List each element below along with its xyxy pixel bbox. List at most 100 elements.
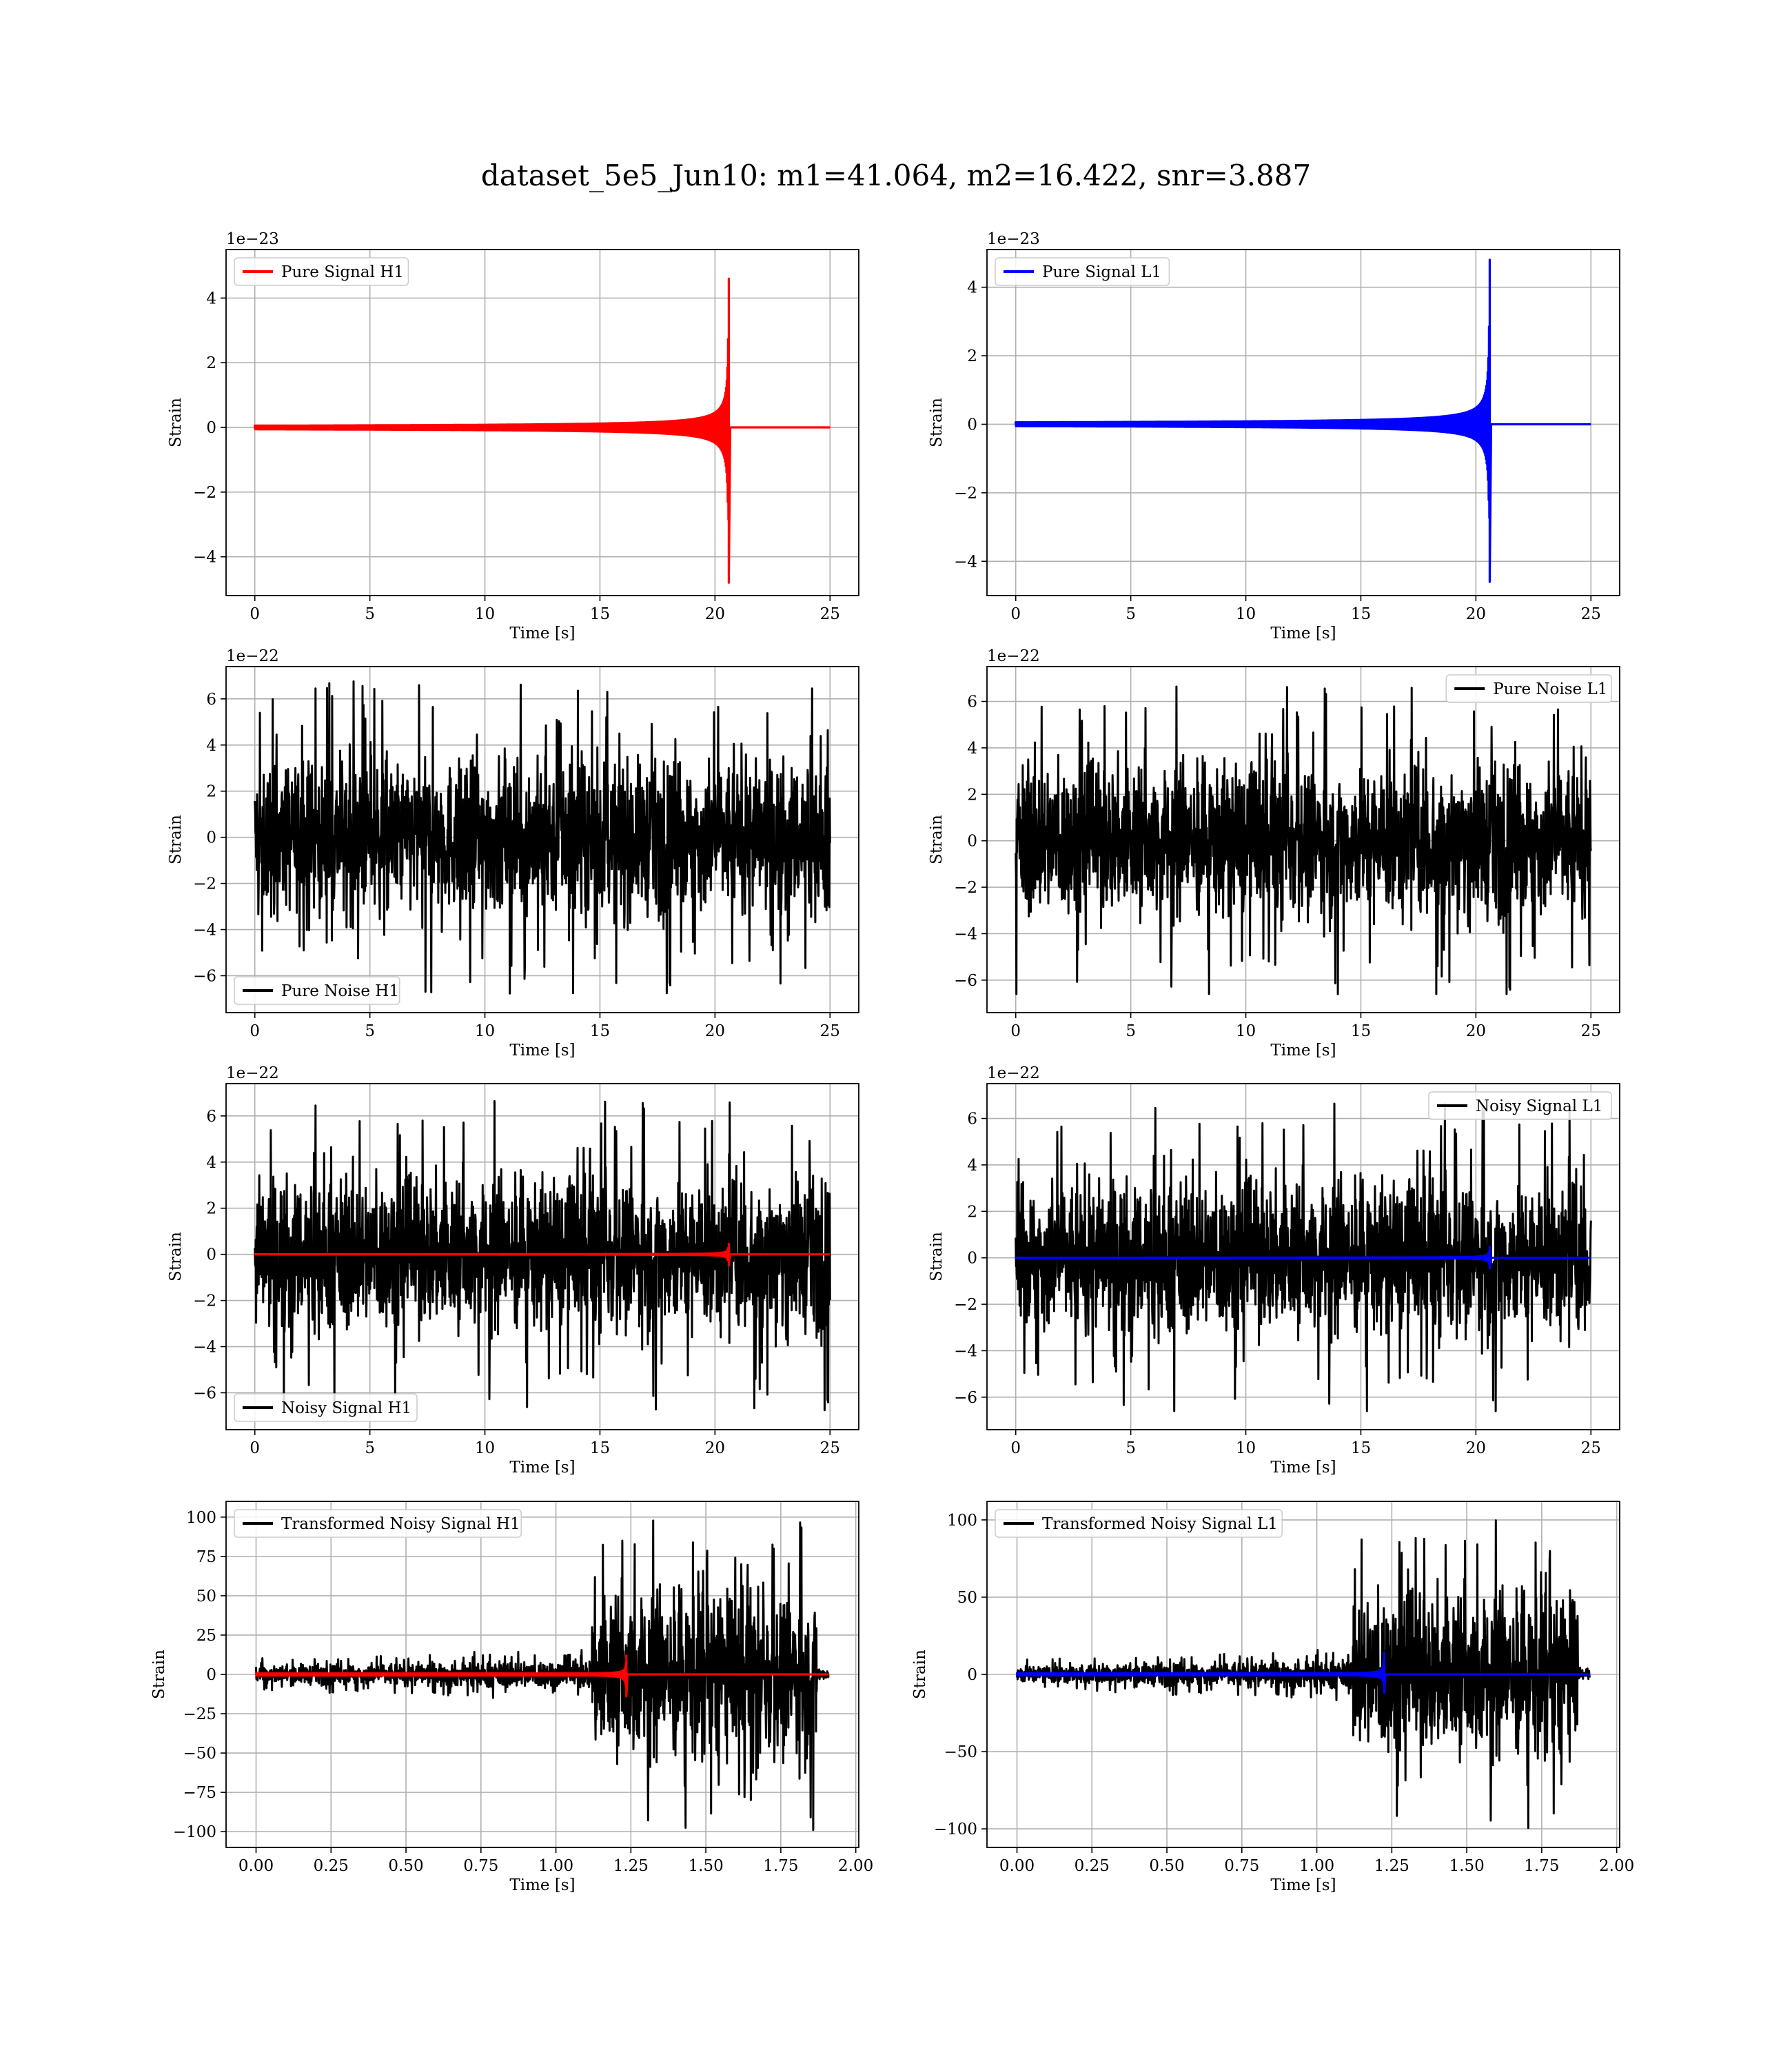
x-tick-label: 20 xyxy=(705,1439,725,1457)
legend-entry: Pure Noise L1 xyxy=(1493,680,1607,698)
axes-frame xyxy=(225,666,859,1013)
y-axis-label: Strain xyxy=(167,815,185,864)
y-tick-label: −2 xyxy=(193,484,216,502)
legend-entry: Pure Signal H1 xyxy=(281,263,404,281)
y-tick-label: 100 xyxy=(947,1512,977,1530)
axes-frame xyxy=(986,1083,1620,1430)
series-line xyxy=(1015,1245,1591,1270)
y-tick-label: −4 xyxy=(193,549,216,567)
y-tick-label: −50 xyxy=(183,1745,216,1763)
x-tick-label: 15 xyxy=(590,1022,610,1040)
y-tick-label: 0 xyxy=(967,1666,977,1684)
y-tick-label: −2 xyxy=(193,875,216,893)
y-tick-label: 0 xyxy=(206,829,216,847)
x-tick-label: 25 xyxy=(1581,605,1601,623)
x-tick-label: 0 xyxy=(250,1439,260,1457)
x-tick-label: 0.25 xyxy=(314,1857,349,1875)
y-tick-label: 6 xyxy=(206,1108,216,1126)
y-tick-label: 0 xyxy=(206,1666,216,1684)
series-line xyxy=(254,277,831,584)
x-tick-label: 25 xyxy=(1581,1439,1601,1457)
x-tick-label: 25 xyxy=(820,605,840,623)
y-tick-label: 4 xyxy=(206,737,216,755)
noisy-signal-h1-panel: 0 5 10 15 20 25 −6 −4 −2 0 2 4 6 Time [s] Strain 1e−22 N… xyxy=(167,1064,859,1477)
legend: Noisy Signal L1 xyxy=(1428,1091,1612,1120)
y-tick-label: −2 xyxy=(954,485,977,503)
y-axis-label: Strain xyxy=(167,1232,185,1281)
axes-frame xyxy=(986,249,1620,596)
y-tick-label: 2 xyxy=(967,786,977,804)
x-axis-label: Time [s] xyxy=(509,1876,575,1894)
y-tick-label: 0 xyxy=(206,419,216,437)
y-axis-label: Strain xyxy=(928,398,946,447)
offset-text: 1e−23 xyxy=(987,230,1040,248)
x-tick-label: 10 xyxy=(475,1022,495,1040)
x-tick-label: 25 xyxy=(820,1439,840,1457)
x-tick-label: 20 xyxy=(1466,1022,1486,1040)
y-tick-label: 4 xyxy=(967,740,977,758)
axes-frame xyxy=(986,666,1620,1013)
legend: Noisy Signal H1 xyxy=(234,1393,418,1422)
y-tick-label: 4 xyxy=(967,1157,977,1175)
legend: Pure Noise H1 xyxy=(234,976,400,1005)
x-tick-label: 5 xyxy=(1126,1439,1136,1457)
series-line xyxy=(1015,1652,1590,1694)
y-tick-label: −4 xyxy=(954,1342,977,1360)
y-tick-label: −2 xyxy=(954,1296,977,1314)
pure-noise-l1-panel: 0 5 10 15 20 25 −6 −4 −2 0 2 4 6 Time [s] Strain 1e−22 P… xyxy=(928,647,1620,1060)
y-tick-label: 4 xyxy=(206,1154,216,1172)
legend-entry: Pure Noise H1 xyxy=(281,982,399,1000)
x-tick-label: 1.25 xyxy=(613,1857,649,1875)
x-tick-label: 1.25 xyxy=(1374,1857,1409,1875)
y-tick-label: 6 xyxy=(967,693,977,711)
y-tick-label: 2 xyxy=(206,783,216,801)
y-tick-label: −4 xyxy=(193,922,216,940)
y-tick-label: −4 xyxy=(193,1339,216,1357)
y-tick-label: −2 xyxy=(954,879,977,897)
x-tick-label: 5 xyxy=(365,1439,375,1457)
x-tick-label: 15 xyxy=(1351,1439,1371,1457)
x-tick-label: 0 xyxy=(1010,1022,1021,1040)
legend: Pure Noise L1 xyxy=(1445,674,1612,703)
series-line xyxy=(1015,1102,1592,1412)
x-tick-label: 1.75 xyxy=(763,1857,798,1875)
legend: Transformed Noisy Signal L1 xyxy=(995,1509,1283,1538)
offset-text: 1e−22 xyxy=(226,1064,279,1082)
x-tick-label: 25 xyxy=(820,1022,840,1040)
x-tick-label: 20 xyxy=(705,605,725,623)
y-tick-label: −100 xyxy=(934,1821,977,1838)
y-axis-label: Strain xyxy=(928,815,946,864)
series-line xyxy=(1016,1519,1591,1829)
y-axis-label: Strain xyxy=(167,398,185,447)
y-tick-label: −2 xyxy=(193,1292,216,1310)
offset-text: 1e−22 xyxy=(987,647,1040,665)
pure-noise-h1-panel: 0 5 10 15 20 25 −6 −4 −2 0 2 4 6 Time [s] Strain 1e−22 P… xyxy=(167,647,859,1060)
x-tick-label: 10 xyxy=(1236,1439,1256,1457)
y-axis-label: Strain xyxy=(911,1650,929,1699)
y-tick-label: −100 xyxy=(173,1823,216,1841)
axes-frame xyxy=(225,1083,859,1430)
axes-frame xyxy=(225,249,859,596)
y-tick-label: 2 xyxy=(206,1200,216,1218)
x-tick-label: 15 xyxy=(590,1439,610,1457)
pure-signal-h1-panel: 0 5 10 15 20 25 −4 −2 0 2 4 Time [s] Strain 1e−23Pure… xyxy=(167,230,859,642)
x-axis-label: Time [s] xyxy=(1270,1042,1336,1060)
x-tick-label: 5 xyxy=(1126,605,1136,623)
x-tick-label: 1.75 xyxy=(1524,1857,1559,1875)
y-tick-label: 75 xyxy=(196,1548,216,1566)
x-tick-label: 20 xyxy=(705,1022,725,1040)
x-axis-label: Time [s] xyxy=(509,1042,575,1060)
x-tick-label: 0.00 xyxy=(999,1857,1035,1875)
x-tick-label: 20 xyxy=(1466,605,1486,623)
x-tick-label: 0 xyxy=(1010,1439,1021,1457)
y-tick-label: 100 xyxy=(186,1509,216,1527)
pure-signal-l1-panel: 0 5 10 15 20 25 −4 −2 0 2 4 Time [s] Strain 1e−23Pure… xyxy=(928,230,1620,642)
x-tick-label: 15 xyxy=(1351,1022,1371,1040)
x-tick-label: 2.00 xyxy=(1599,1857,1634,1875)
transformed-noisy-signal-l1-panel: 0.00 0.25 0.50 0.75 1.00 1.25 1.50 1.75 2.00 −100… xyxy=(911,1501,1634,1894)
x-tick-label: 15 xyxy=(590,605,610,623)
y-tick-label: 4 xyxy=(206,290,216,307)
x-tick-label: 5 xyxy=(1126,1022,1136,1040)
